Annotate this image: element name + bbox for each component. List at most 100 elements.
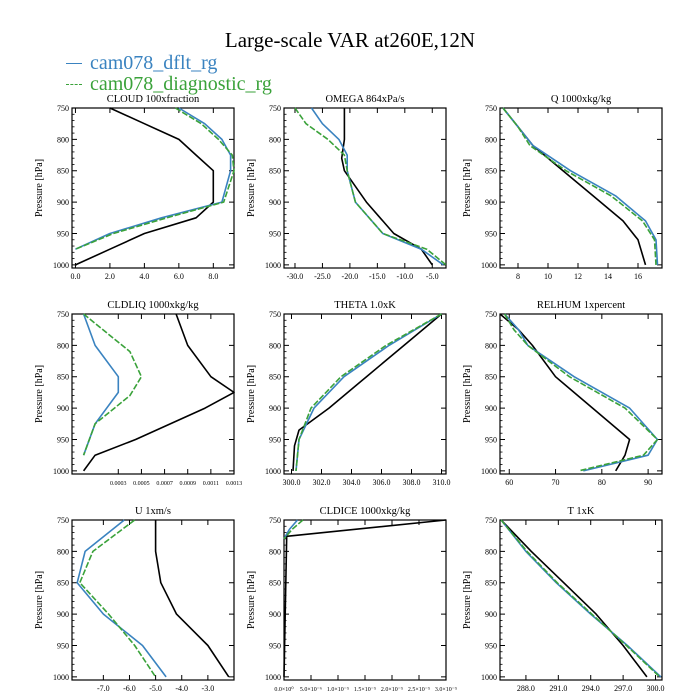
y-tick-label: 900	[485, 404, 497, 413]
x-tick-label: 0.0013	[226, 481, 243, 487]
y-tick-label: 850	[269, 167, 281, 176]
y-tick-label: 950	[269, 435, 281, 444]
x-tick-label: 0.0007	[156, 481, 173, 487]
panel-frame	[71, 313, 235, 475]
x-tick-label: 14	[604, 272, 612, 281]
y-tick-label: 800	[57, 341, 69, 350]
y-tick-label: 850	[485, 373, 497, 382]
y-tick-label: 750	[269, 310, 281, 319]
y-tick-label: 750	[57, 310, 69, 319]
y-tick-label: 850	[485, 579, 497, 588]
y-tick-label: 1000	[481, 673, 497, 682]
y-tick-label: 1000	[53, 467, 69, 476]
y-tick-label: 800	[485, 547, 497, 556]
series-line-black	[502, 107, 647, 266]
x-tick-label: -4.0	[175, 684, 188, 693]
legend-entry-diagnostic: cam078_diagnostic_rg	[66, 73, 272, 96]
y-axis-label: Pressure [hPa]	[246, 365, 257, 423]
x-tick-label: 294.0	[582, 684, 600, 693]
x-tick-label: 300.0	[283, 478, 301, 487]
x-tick-label: 306.0	[373, 478, 391, 487]
y-tick-label: 900	[57, 198, 69, 207]
y-tick-label: 750	[485, 310, 497, 319]
x-tick-label: 2.0	[105, 272, 115, 281]
x-tick-label: -5.0	[149, 684, 162, 693]
y-tick-label: 1000	[265, 261, 281, 270]
panel-frame	[71, 519, 235, 681]
panel-3: CLDLIQ 1000xkg/kg Pressure [hPa] 750 800 850…	[34, 300, 242, 487]
panel-8: T 1xK Pressure [hPa] 750 800 850 900 950 1000 28…	[462, 506, 665, 693]
series-line-green	[283, 519, 304, 540]
panel-frame	[71, 107, 235, 269]
x-tick-label: 90	[644, 478, 652, 487]
y-tick-label: 800	[485, 341, 497, 350]
y-tick-label: 950	[485, 435, 497, 444]
y-tick-label: 850	[57, 579, 69, 588]
y-tick-label: 850	[57, 167, 69, 176]
y-tick-label: 850	[269, 579, 281, 588]
series-line-blue	[504, 313, 659, 472]
panel-frame	[499, 313, 663, 475]
x-tick-label: -20.0	[342, 272, 359, 281]
y-tick-label: 1000	[265, 673, 281, 682]
y-tick-label: 900	[269, 610, 281, 619]
x-tick-label: -10.0	[396, 272, 413, 281]
panel-title: CLOUD 100xfraction	[107, 94, 200, 105]
x-tick-label: 0.0009	[179, 481, 196, 487]
panel-7: CLDICE 1000xkg/kg Pressure [hPa] 750 800 850…	[246, 506, 457, 693]
panel-title: T 1xK	[568, 506, 595, 517]
y-axis-label: Pressure [hPa]	[246, 159, 257, 217]
x-tick-label: 5.0×10⁻⁶	[300, 687, 322, 693]
x-tick-label: 70	[552, 478, 560, 487]
y-tick-label: 1000	[53, 673, 69, 682]
series-line-blue	[82, 313, 120, 456]
panel-frame	[499, 107, 663, 269]
x-tick-label: -5.0	[426, 272, 439, 281]
panel-title: U 1xm/s	[135, 506, 171, 517]
y-tick-label: 850	[269, 373, 281, 382]
x-tick-label: -30.0	[287, 272, 304, 281]
panel-title: CLDICE 1000xkg/kg	[320, 506, 411, 517]
y-tick-label: 950	[269, 229, 281, 238]
y-tick-label: 1000	[265, 467, 281, 476]
series-line-black	[340, 108, 433, 266]
y-tick-label: 800	[57, 547, 69, 556]
panel-title: RELHUM 1xpercent	[537, 300, 625, 311]
y-tick-label: 900	[57, 404, 69, 413]
y-tick-label: 1000	[481, 467, 497, 476]
legend-entry-dflt: cam078_dflt_rg	[66, 52, 217, 75]
x-tick-label: 291.0	[549, 684, 567, 693]
y-tick-label: 800	[269, 135, 281, 144]
y-tick-label: 900	[485, 610, 497, 619]
panel-5: RELHUM 1xpercent Pressure [hPa] 750 800 850 9…	[462, 300, 663, 487]
y-tick-label: 900	[57, 610, 69, 619]
x-tick-label: 0.0011	[203, 481, 219, 487]
x-tick-label: 1.0×10⁻⁵	[327, 687, 349, 693]
y-tick-label: 750	[485, 104, 497, 113]
panel-title: Q 1000xkg/kg	[551, 94, 612, 105]
x-tick-label: 3.0×10⁻⁵	[435, 687, 457, 693]
x-tick-label: 60	[505, 478, 513, 487]
series-line-blue	[295, 313, 442, 471]
x-tick-label: 2.0×10⁻⁵	[381, 687, 403, 693]
series-line-blue	[502, 107, 659, 265]
y-tick-label: 900	[269, 198, 281, 207]
series-line-green	[82, 313, 143, 456]
series-line-black	[292, 313, 443, 471]
panel-4: THETA 1.0xK Pressure [hPa] 750 800 850 900 950…	[246, 300, 451, 487]
x-tick-label: 16	[634, 272, 642, 281]
x-tick-label: -7.0	[97, 684, 110, 693]
x-tick-label: 4.0	[139, 272, 149, 281]
y-tick-label: 950	[485, 229, 497, 238]
x-tick-label: 288.0	[517, 684, 535, 693]
legend-swatch-dflt	[66, 63, 82, 64]
y-tick-label: 750	[57, 104, 69, 113]
y-tick-label: 800	[485, 135, 497, 144]
y-tick-label: 950	[57, 435, 69, 444]
x-tick-label: -3.0	[202, 684, 215, 693]
x-tick-label: 10	[544, 272, 552, 281]
y-axis-label: Pressure [hPa]	[462, 159, 473, 217]
x-tick-label: 300.0	[647, 684, 665, 693]
panel-0: CLOUD 100xfraction Pressure [hPa] 750 800 85…	[34, 94, 235, 281]
y-axis-label: Pressure [hPa]	[462, 365, 473, 423]
